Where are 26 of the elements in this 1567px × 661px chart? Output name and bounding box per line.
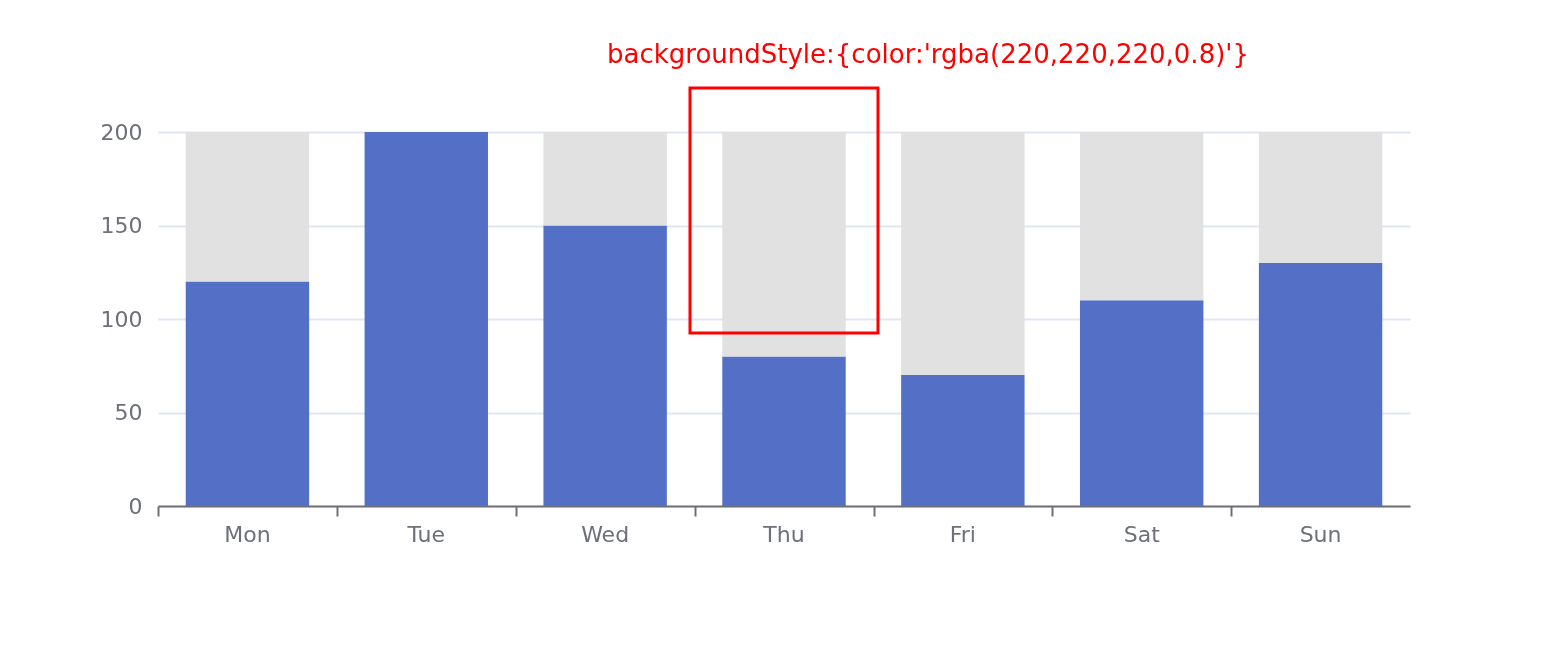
x-tick-label: Wed xyxy=(581,521,630,547)
bar xyxy=(185,281,310,506)
y-tick-label: 0 xyxy=(128,493,143,519)
bar xyxy=(722,132,846,357)
text: backgroundStyle:{color:'rgba(220,220,220,0.8)'} xyxy=(606,39,1250,69)
bar xyxy=(1080,300,1204,506)
x-tick-label: Mon xyxy=(224,521,271,547)
bar xyxy=(1080,132,1204,301)
bar xyxy=(901,375,1025,506)
bar xyxy=(543,132,667,226)
x-tick-label: Sun xyxy=(1299,521,1342,547)
bar xyxy=(185,132,310,282)
x-tick-label: Thu xyxy=(762,521,805,547)
bar xyxy=(543,225,667,506)
bar xyxy=(364,132,488,506)
x-tick-label: Sat xyxy=(1123,521,1161,547)
bar xyxy=(901,132,1025,376)
y-tick-label: 50 xyxy=(114,400,143,425)
y-tick-label: 100 xyxy=(100,306,143,332)
y-tick-label: 200 xyxy=(100,119,143,145)
x-tick-label: Fri xyxy=(949,521,976,547)
x-tick-label: Tue xyxy=(406,521,446,547)
bar xyxy=(1258,262,1383,506)
bar xyxy=(722,356,846,506)
y-tick-label: 150 xyxy=(100,213,143,238)
bar xyxy=(1258,132,1383,263)
